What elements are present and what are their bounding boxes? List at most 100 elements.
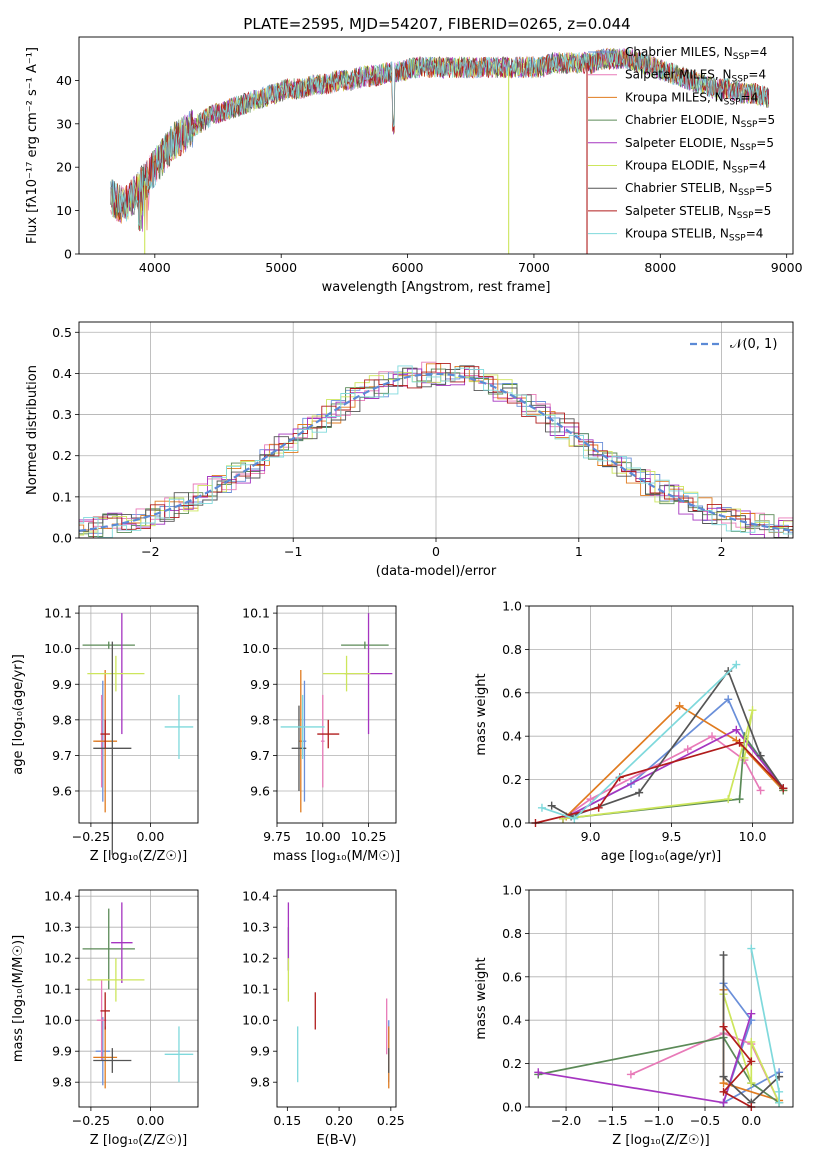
mass_vs_ebv-ytick-label: 9.8	[250, 1075, 270, 1090]
weight_vs_age-xtick-label: 10.0	[739, 829, 767, 844]
spectrum-xtick-label: 5000	[265, 260, 297, 275]
spectrum-xtick-label: 4000	[139, 260, 171, 275]
weight_vs_Z-series-line	[538, 1013, 753, 1104]
weight_vs_Z-xlabel: Z [log₁₀(Z/Z☉)]	[612, 1133, 709, 1148]
weight_vs_age-point-marker	[779, 784, 788, 793]
mass_vs_ebv-xtick-label: 0.15	[273, 1113, 301, 1128]
spectrum-xtick-label: 6000	[392, 260, 424, 275]
residuals-histogram	[79, 365, 793, 538]
age_vs_mass-ytick-label: 9.8	[250, 712, 270, 727]
age_vs_mass-ytick-label: 10.1	[242, 606, 270, 621]
spectrum-legend-label: Salpeter MILES, NSSP=4	[625, 68, 766, 85]
weight_vs_Z-point-marker	[775, 1087, 784, 1096]
weight_vs_age-point-marker	[748, 706, 757, 715]
weight_vs_age-point-marker	[724, 795, 733, 804]
weight_vs_Z-xtick-label: −0.5	[690, 1113, 720, 1128]
residuals-histogram	[79, 371, 793, 534]
weight_vs_age-ytick-label: 0.6	[502, 685, 522, 700]
age_vs_Z-xtick-label: 0.00	[136, 829, 164, 844]
residuals-ytick-label: 0.1	[52, 489, 72, 504]
residuals-ytick-label: 0.2	[52, 448, 72, 463]
weight_vs_age-ytick-label: 0.2	[502, 772, 522, 787]
mass_vs_Z-ylabel: mass [log₁₀(M/M☉)]	[11, 935, 26, 1062]
age_vs_Z-xtick-label: −0.25	[72, 829, 110, 844]
weight_vs_Z-point-marker	[719, 1072, 728, 1081]
weight_vs_age-point-marker	[586, 795, 595, 804]
spectrum-ylabel: Flux [fλ10⁻¹⁷ erg cm⁻² s⁻¹ A⁻¹]	[25, 47, 40, 244]
weight_vs_Z-ytick-label: 0.0	[502, 1100, 522, 1115]
mass_vs_ebv-ytick-label: 10.1	[242, 982, 270, 997]
weight_vs_age-ytick-label: 0.4	[502, 729, 522, 744]
mass_vs_Z-ytick-label: 9.8	[52, 1075, 72, 1090]
mass_vs_Z-ytick-label: 10.1	[44, 982, 72, 997]
weight_vs_Z-ytick-label: 0.6	[502, 969, 522, 984]
age_vs_Z-axes-frame	[78, 605, 199, 824]
age_vs_mass-xtick-label: 10.00	[305, 829, 341, 844]
spectrum-ytick-label: 0	[64, 247, 72, 262]
weight_vs_Z-ytick-label: 0.4	[502, 1013, 522, 1028]
age_vs_mass-ytick-label: 9.9	[250, 677, 270, 692]
weight_vs_Z-point-marker	[719, 951, 728, 960]
mass_vs_Z-xtick-label: −0.25	[72, 1113, 110, 1128]
spectrum-xtick-label: 7000	[518, 260, 550, 275]
weight_vs_Z-point-marker	[747, 1009, 756, 1018]
weight_vs_age-point-marker	[570, 814, 579, 823]
residuals-ytick-label: 0.5	[52, 325, 72, 340]
weight_vs_age-xlabel: age [log₁₀(age/yr)]	[601, 849, 722, 864]
mass_vs_ebv-xtick-label: 0.25	[377, 1113, 405, 1128]
residuals-legend-label: 𝒩(0, 1)	[730, 337, 777, 352]
weight_vs_Z-series-line	[722, 1026, 753, 1108]
weight_vs_Z-ytick-label: 0.2	[502, 1056, 522, 1071]
weight_vs_Z-point-marker	[719, 1022, 728, 1031]
residuals-ytick-label: 0.3	[52, 407, 72, 422]
spectrum-xlabel: wavelength [Angstrom, rest frame]	[322, 280, 551, 295]
mass_vs_Z-ytick-label: 9.9	[52, 1044, 72, 1059]
residuals-ytick-label: 0.0	[52, 531, 72, 546]
age_vs_Z-ytick-label: 9.7	[52, 748, 72, 763]
spectrum-legend-label: Chabrier STELIB, NSSP=5	[625, 181, 773, 198]
age_vs_mass-axes-frame	[276, 605, 397, 824]
weight_vs_age-point-marker	[675, 701, 684, 710]
weight_vs_age-point-marker	[732, 660, 741, 669]
weight_vs_age-ytick-label: 0.0	[502, 816, 522, 831]
weight_vs_Z-point-marker	[775, 1098, 784, 1107]
age_vs_mass-xtick-label: 9.75	[263, 829, 291, 844]
weight_vs_age-point-marker	[683, 745, 692, 754]
spectrum-ytick-label: 10	[56, 203, 72, 218]
spectrum-ytick-label: 30	[56, 116, 72, 131]
mass_vs_Z-ytick-label: 10.4	[44, 889, 72, 904]
spectrum-legend-label: Salpeter ELODIE, NSSP=5	[625, 136, 774, 153]
age_vs_Z-ytick-label: 10.1	[44, 606, 72, 621]
mass_vs_ebv-axes-frame	[276, 889, 397, 1108]
normal-curve	[78, 372, 794, 532]
spectrum-legend-label: Kroupa STELIB, NSSP=4	[625, 227, 763, 244]
mass_vs_ebv-ytick-label: 10.0	[242, 1013, 270, 1028]
spectrum-xtick-label: 8000	[644, 260, 676, 275]
mass_vs_Z-axes-frame	[78, 889, 199, 1108]
weight_vs_age-point-marker	[547, 801, 556, 810]
weight_vs_Z-series-line	[722, 955, 780, 1104]
residuals-xlabel: (data-model)/error	[376, 564, 497, 579]
weight_vs_age-ylabel: mass weight	[474, 673, 489, 755]
residuals-xtick-label: −1	[284, 544, 302, 559]
weight_vs_Z-xtick-label: −1.5	[597, 1113, 627, 1128]
weight_vs_Z-point-marker	[534, 1068, 543, 1077]
mass_vs_ebv-ytick-label: 10.4	[242, 889, 270, 904]
weight_vs_Z-point-marker	[719, 1098, 728, 1107]
residuals-axes-frame	[78, 321, 794, 539]
weight_vs_age-series-line	[562, 709, 754, 820]
age_vs_mass-ytick-label: 9.6	[250, 783, 270, 798]
weight_vs_age-point-marker	[708, 732, 717, 741]
age_vs_Z-ytick-label: 9.9	[52, 677, 72, 692]
weight_vs_age-axes-frame	[528, 605, 794, 824]
age_vs_mass-ytick-label: 9.7	[250, 748, 270, 763]
weight_vs_Z-xtick-label: 0.0	[741, 1113, 761, 1128]
weight_vs_age-point-marker	[756, 786, 765, 795]
spectrum-legend-label: Chabrier MILES, NSSP=4	[625, 45, 767, 62]
weight_vs_Z-ytick-label: 1.0	[502, 883, 522, 898]
mass_vs_ebv-ytick-label: 9.9	[250, 1044, 270, 1059]
spectrum-legend-label: Salpeter STELIB, NSSP=5	[625, 204, 771, 221]
age_vs_mass-xlabel: mass [log₁₀(M/M☉)]	[273, 849, 400, 864]
spectrum-series-line	[110, 48, 769, 232]
